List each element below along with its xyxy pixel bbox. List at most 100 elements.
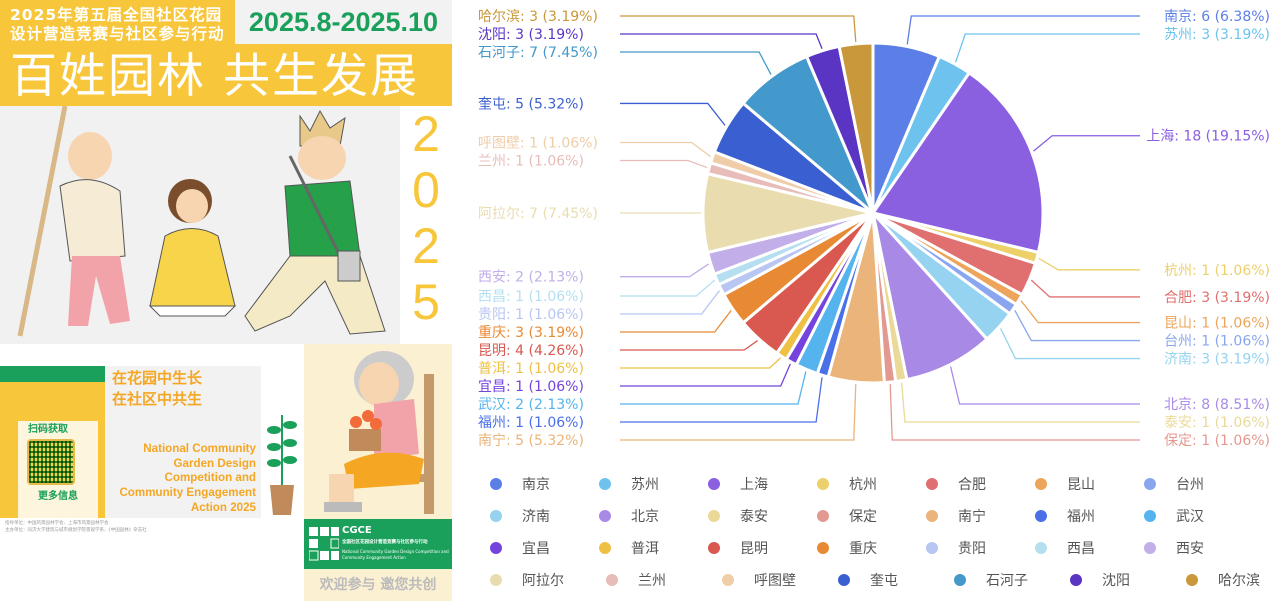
slice-label: 台州: 1 (1.06%) [1164,334,1270,350]
label-leader-line [906,15,1140,45]
legend-color-dot [926,542,938,554]
label-leader-line [620,357,781,369]
slice-label: 奎屯: 5 (5.32%) [478,96,584,112]
legend-item[interactable]: 泰安 [708,506,768,526]
english-title-line: Competition and [164,471,256,485]
legend-color-dot [926,478,938,490]
legend-item[interactable]: 普洱 [599,538,659,558]
legend-item[interactable]: 上海 [708,474,768,494]
legend-item[interactable]: 重庆 [817,538,877,558]
legend-label: 泰安 [740,509,768,525]
legend-item[interactable]: 南宁 [926,506,986,526]
legend-label: 沈阳 [1102,573,1130,589]
legend-item[interactable]: 武汉 [1144,506,1204,526]
legend-label: 保定 [849,509,877,525]
legend-item[interactable]: 宜昌 [490,538,550,558]
legend-item[interactable]: 保定 [817,506,877,526]
year-digit: 5 [412,274,440,330]
legend-item[interactable]: 济南 [490,506,550,526]
slice-label: 杭州: 1 (1.06%) [1164,263,1270,279]
slice-label: 西安: 2 (2.13%) [478,270,584,286]
legend-label: 南宁 [958,509,986,525]
legend-label: 武汉 [1176,509,1204,525]
legend-label: 阿拉尔 [522,573,564,589]
legend-item[interactable]: 台州 [1144,474,1204,494]
legend-color-dot [708,510,720,522]
legend-color-dot [1186,574,1198,586]
legend-color-dot [490,574,502,586]
legend-color-dot [1070,574,1082,586]
legend-item[interactable]: 合肥 [926,474,986,494]
legend-item[interactable]: 沈阳 [1070,570,1130,590]
legend-item[interactable]: 昆山 [1035,474,1095,494]
legend-color-dot [1144,478,1156,490]
legend-item[interactable]: 西安 [1144,538,1204,558]
slice-label: 福州: 1 (1.06%) [478,415,584,431]
legend-color-dot [817,542,829,554]
label-leader-line [1038,257,1140,271]
english-title-line: Community Engagement [119,486,256,500]
slice-label: 宜昌: 1 (1.06%) [478,379,584,395]
label-leader-line [620,290,721,315]
cgce-chinese-name: 全国社区花园设计营造竞赛与社区参与行动 [342,540,428,545]
subtitle-line: 设计营造竞赛与社区参与行动 [10,25,225,43]
legend-item[interactable]: 石河子 [954,570,1028,590]
poster-subtitle: 2025年第五届全国社区花园 设计营造竞赛与社区参与行动 [10,6,225,44]
qr-title: 扫码获取 [28,424,68,435]
legend-item[interactable]: 贵阳 [926,538,986,558]
pie-slice-上海[interactable] [870,70,1045,255]
legend-item[interactable]: 苏州 [599,474,659,494]
label-leader-line [620,363,791,387]
slice-label: 上海: 18 (19.15%) [1146,129,1270,145]
slice-label: 阿拉尔: 7 (7.45%) [478,206,598,222]
legend-label: 上海 [740,477,768,493]
legend-item[interactable]: 呼图壁 [722,570,796,590]
pie-chart: 南京: 6 (6.38%) 苏州: 3 (3.19%) 上海: 18 (19.15%… [478,9,1270,449]
legend-color-dot [599,478,611,490]
legend-item[interactable]: 昆明 [708,538,768,558]
english-title-line: Action 2025 [190,500,256,514]
legend-color-dot [708,542,720,554]
poster-illustration [0,105,400,344]
legend-color-dot [708,478,720,490]
poster-header: 2025年第五届全国社区花园 设计营造竞赛与社区参与行动 2025.8-2025… [0,0,452,106]
legend-item[interactable]: 北京 [599,506,659,526]
legend-item[interactable]: 阿拉尔 [490,570,564,590]
poster-image: 2025年第五届全国社区花园 设计营造竞赛与社区参与行动 2025.8-2025… [0,0,452,601]
legend-label: 苏州 [631,477,659,493]
cgce-logo-icon [309,527,339,561]
legend-item[interactable]: 西昌 [1035,538,1095,558]
label-leader-line [620,371,807,405]
legend-item[interactable]: 南京 [490,474,550,494]
english-title-line: Garden Design [173,456,256,470]
legend-color-dot [1035,542,1047,554]
legend-item[interactable]: 兰州 [606,570,666,590]
slice-label: 重庆: 3 (3.19%) [478,325,584,341]
slice-label: 西昌: 1 (1.06%) [478,289,584,305]
qr-panel-green-bar [0,366,105,382]
organizers-text: 指导单位：中国风景园林学会、上海市风景园林学会 主办单位：同济大学建筑与城市规划… [5,520,303,534]
english-title-line: National Community [143,442,256,455]
legend-label: 西安 [1176,541,1204,557]
label-leader-line [620,340,758,351]
label-leader-line [949,366,1140,405]
label-leader-line [620,279,716,297]
slice-label: 贵阳: 1 (1.06%) [478,307,584,323]
slice-label: 武汉: 2 (2.13%) [478,397,584,413]
legend-item[interactable]: 杭州 [817,474,877,494]
pie-slice-北京[interactable] [870,207,990,382]
legend-color-dot [817,510,829,522]
subtitle-line: 2025年第五届全国社区花园 [10,6,223,24]
label-leader-line [1030,279,1140,298]
english-title: National Community Garden Design Competi… [105,442,256,516]
legend-color-dot [954,574,966,586]
legend-color-dot [817,478,829,490]
slogan-line: 在花园中生长 [112,369,203,387]
legend-item[interactable]: 福州 [1035,506,1095,526]
legend-color-dot [606,574,618,586]
legend-item[interactable]: 奎屯 [838,570,898,590]
pie-slice-哈尔滨[interactable] [837,41,875,214]
label-leader-line [1020,300,1140,324]
legend-label: 重庆 [849,541,877,557]
legend-item[interactable]: 哈尔滨 [1186,570,1260,590]
